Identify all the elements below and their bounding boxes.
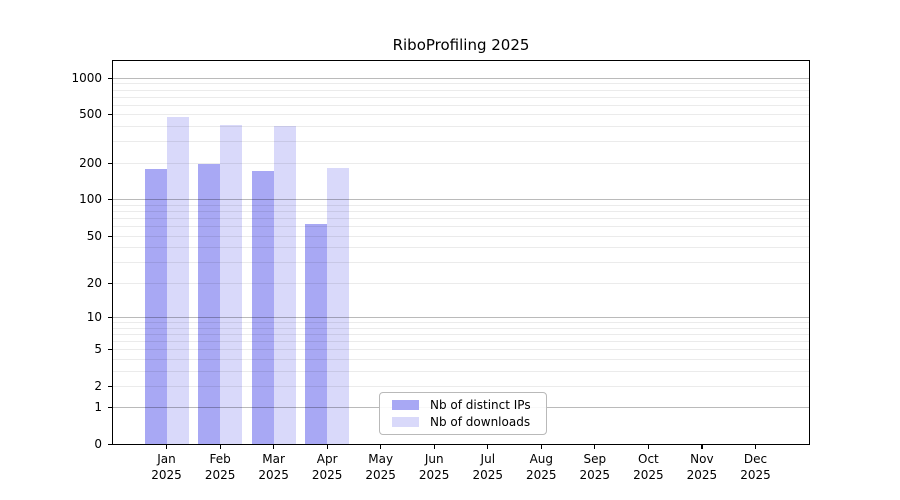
x-tick-month: Jan <box>157 452 176 466</box>
y-tick-label-200: 200 <box>79 155 102 170</box>
legend-label-distinct-ips: Nb of distinct IPs <box>430 398 531 413</box>
x-tick-label-may: May 2025 <box>354 451 408 483</box>
x-tick-month: May <box>368 452 394 466</box>
x-tick-mark-oct <box>647 445 650 449</box>
x-tick-mark-mar <box>273 445 275 449</box>
y-tick-label-500: 500 <box>79 107 102 122</box>
x-tick-label-apr: Apr 2025 <box>300 451 354 483</box>
bar-distinct-ips-jan <box>144 168 167 444</box>
x-tick-year: 2025 <box>740 468 771 482</box>
y-tick-label-2: 2 <box>94 378 102 393</box>
bar-distinct-ips-mar <box>251 170 274 444</box>
x-tick-month: Mar <box>262 452 285 466</box>
x-tick-year: 2025 <box>204 468 236 482</box>
x-tick-month: Oct <box>638 452 659 466</box>
plot-area <box>112 60 810 445</box>
legend: Nb of distinct IPs Nb of downloads <box>379 392 547 435</box>
x-tick-label-jul: Jul 2025 <box>461 451 515 483</box>
x-tick-year: 2025 <box>686 468 718 482</box>
x-tick-year: 2025 <box>418 468 450 482</box>
x-tick-label-oct: Oct 2025 <box>621 451 675 483</box>
y-tick-mark-2 <box>108 385 112 387</box>
x-tick-mark-sep <box>594 445 596 449</box>
y-tick-label-100: 100 <box>79 192 102 207</box>
y-tick-label-50: 50 <box>86 228 102 243</box>
x-tick-year: 2025 <box>526 468 557 482</box>
y-tick-mark-20 <box>108 282 112 284</box>
x-tick-year: 2025 <box>472 468 504 482</box>
chart-title: RiboProfiling 2025 <box>392 36 530 54</box>
y-tick-label-0: 0 <box>94 437 102 451</box>
x-tick-mark-nov <box>701 445 703 449</box>
x-tick-month: Aug <box>529 452 554 466</box>
x-tick-label-jun: Jun 2025 <box>407 451 461 483</box>
x-tick-month: Dec <box>743 452 768 466</box>
x-tick-mark-aug <box>540 445 542 449</box>
bar-downloads-feb <box>220 125 243 444</box>
x-tick-year: 2025 <box>633 468 664 482</box>
x-tick-month: Feb <box>209 452 231 466</box>
x-tick-mark-jun <box>433 445 435 449</box>
x-tick-mark-jan <box>166 445 168 449</box>
x-tick-mark-dec <box>755 445 757 449</box>
x-tick-year: 2025 <box>151 468 182 482</box>
x-tick-label-mar: Mar 2025 <box>247 451 301 483</box>
x-tick-mark-feb <box>219 445 221 449</box>
legend-swatch-downloads <box>392 416 419 427</box>
x-tick-year: 2025 <box>311 468 343 482</box>
bar-downloads-apr <box>327 168 350 444</box>
x-tick-month: Nov <box>690 452 714 466</box>
x-tick-year: 2025 <box>258 468 289 482</box>
x-tick-month: Sep <box>583 452 607 466</box>
legend-item-distinct-ips: Nb of distinct IPs <box>392 397 538 413</box>
x-tick-mark-jul <box>487 445 489 449</box>
x-tick-label-sep: Sep 2025 <box>568 451 622 483</box>
x-tick-label-nov: Nov 2025 <box>675 451 729 483</box>
x-tick-label-feb: Feb 2025 <box>193 451 247 483</box>
y-tick-mark-100 <box>108 199 112 201</box>
y-tick-mark-50 <box>108 235 112 237</box>
x-tick-month: Jul <box>480 452 496 466</box>
bar-distinct-ips-apr <box>305 224 328 444</box>
y-tick-mark-200 <box>108 162 112 164</box>
x-tick-mark-may <box>380 445 382 449</box>
bars-layer <box>113 61 809 444</box>
x-tick-month: Jun <box>424 452 444 466</box>
x-tick-label-aug: Aug 2025 <box>514 451 568 483</box>
x-tick-year: 2025 <box>579 468 611 482</box>
y-tick-label-1: 1 <box>94 400 102 415</box>
bar-downloads-mar <box>273 125 296 444</box>
y-tick-label-20: 20 <box>86 275 102 290</box>
y-tick-mark-0 <box>108 444 112 446</box>
y-tick-label-10: 10 <box>86 309 102 324</box>
y-tick-mark-5 <box>108 349 112 351</box>
x-tick-mark-apr <box>326 445 328 449</box>
y-tick-mark-500 <box>108 114 112 116</box>
y-tick-label-1000: 1000 <box>71 70 102 85</box>
legend-label-downloads: Nb of downloads <box>430 414 531 429</box>
x-tick-label-dec: Dec 2025 <box>729 451 783 483</box>
bar-distinct-ips-feb <box>198 163 221 444</box>
x-tick-year: 2025 <box>365 468 396 482</box>
y-tick-mark-10 <box>108 316 112 318</box>
bar-downloads-jan <box>166 117 189 444</box>
x-tick-label-jan: Jan 2025 <box>140 451 194 483</box>
legend-swatch-distinct-ips <box>392 400 419 411</box>
y-tick-label-5: 5 <box>94 342 102 356</box>
legend-item-downloads: Nb of downloads <box>392 414 538 430</box>
y-tick-mark-1000 <box>108 77 112 79</box>
y-tick-mark-1 <box>108 407 112 409</box>
x-tick-month: Apr <box>316 452 338 466</box>
